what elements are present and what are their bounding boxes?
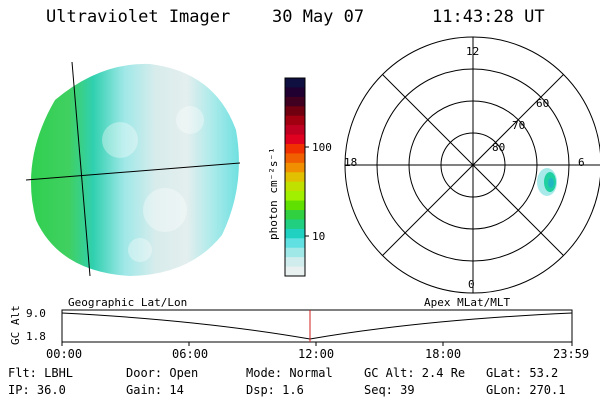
colorbar-segment: [285, 162, 305, 173]
status-glon: GLon: 270.1: [486, 383, 566, 397]
earth-disk-image: [30, 63, 239, 277]
colorbar-frame: [284, 77, 306, 277]
colorbar-segment: [285, 96, 305, 107]
colorbar-segment: [285, 87, 305, 98]
date-label: 30 May 07: [272, 7, 365, 27]
status-glat: GLat: 53.2: [486, 366, 559, 380]
colorbar-segment: [285, 153, 305, 164]
parallel-line: [25, 162, 241, 181]
time-label: 11:43:28 UT: [432, 7, 545, 27]
mlt-label-6: 6: [578, 156, 585, 169]
colorbar-segment: [285, 266, 305, 277]
colorbar-segment: [285, 144, 305, 154]
mlt-label-18: 18: [344, 156, 358, 169]
x-tick-0000: 00:00: [46, 347, 83, 361]
colorbar-segment: [285, 106, 305, 117]
colorbar-segment: [285, 134, 305, 145]
x-tick-2359: 23:59: [553, 347, 590, 361]
colorbar-segment: [285, 125, 305, 136]
instrument-title: Ultraviolet Imager: [46, 7, 231, 27]
colorbar-unit-label: photon cm⁻²s⁻¹: [267, 147, 280, 240]
colorbar-segment: [285, 228, 305, 239]
meridian-line: [71, 61, 91, 277]
status-flt: Flt: LBHL: [8, 366, 74, 380]
colorbar-label-10: 10: [312, 230, 326, 243]
status-seq: Seq: 39: [364, 383, 415, 397]
mlt-label-12: 12: [466, 45, 480, 58]
colorbar-segment: [285, 78, 305, 88]
timeline-frame: [61, 309, 573, 343]
colorbar-segment: [285, 200, 305, 211]
colorbar-segment: [285, 181, 305, 192]
gc-alt-axis-label: GC Alt: [9, 305, 22, 345]
mlt-label-0: 0: [468, 278, 475, 291]
y-tick-1-8: 1.8: [26, 330, 46, 343]
altitude-curve: [61, 312, 573, 340]
x-tick-0600: 06:00: [172, 347, 209, 361]
colorbar-segment: [285, 115, 305, 126]
timeline-ticks: [61, 342, 573, 346]
status-gain: Gain: 14: [126, 383, 184, 397]
status-dsp: Dsp: 1.6: [246, 383, 304, 397]
colorbar: [285, 78, 305, 277]
colorbar-segment: [285, 172, 305, 183]
colorbar-segment: [285, 238, 305, 249]
colorbar-segment: [285, 257, 305, 268]
colorbar-label-100: 100: [312, 141, 332, 154]
apex-title: Apex MLat/MLT: [424, 296, 511, 309]
lat-label-80: 80: [492, 141, 506, 154]
y-tick-9: 9.0: [26, 307, 46, 320]
colorbar-segment: [285, 191, 305, 202]
status-door: Door: Open: [126, 366, 199, 380]
x-tick-1800: 18:00: [425, 347, 462, 361]
colorbar-segment: [285, 219, 305, 230]
status-gc-alt: GC Alt: 2.4 Re: [364, 366, 466, 380]
geographic-title: Geographic Lat/Lon: [68, 296, 188, 309]
status-ip: IP: 36.0: [8, 383, 66, 397]
status-mode: Mode: Normal: [246, 366, 333, 380]
aurora-spot: [537, 168, 557, 196]
lat-label-60: 60: [536, 97, 550, 110]
colorbar-segment: [285, 247, 305, 258]
x-tick-1200: 12:00: [298, 347, 335, 361]
colorbar-segment: [285, 210, 305, 220]
lat-label-70: 70: [512, 119, 526, 132]
polar-plot: [344, 36, 600, 294]
